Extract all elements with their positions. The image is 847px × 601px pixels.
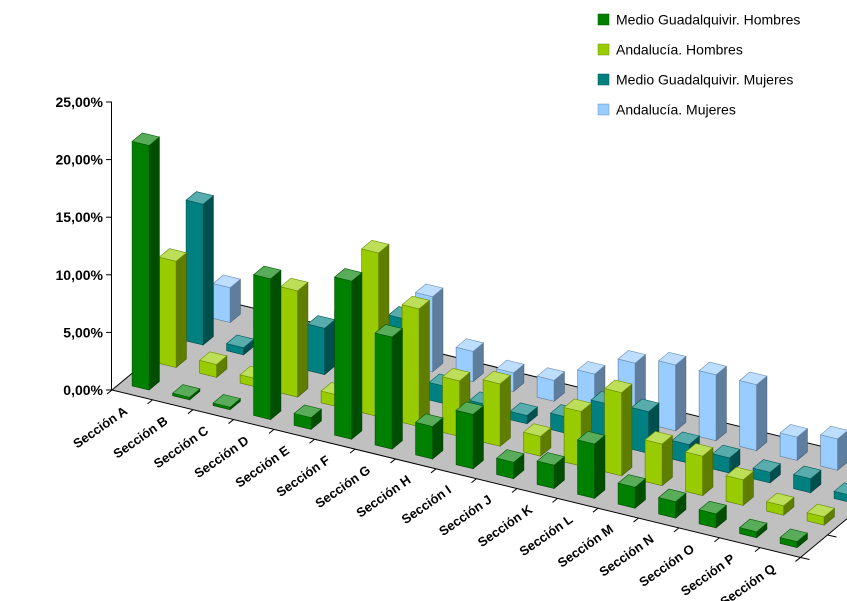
legend-swatch bbox=[597, 103, 610, 116]
bar bbox=[698, 361, 728, 442]
legend-swatch bbox=[597, 13, 610, 26]
bar bbox=[603, 379, 633, 477]
bar bbox=[657, 351, 687, 432]
category-tick bbox=[390, 458, 396, 464]
bar bbox=[765, 492, 795, 516]
y-axis: 0,00% 5,00% 10,00% 15,00% 20,00% 25,00% bbox=[56, 94, 112, 398]
category-tick bbox=[511, 488, 518, 493]
legend-label: Andalucía. Hombres bbox=[616, 42, 743, 58]
bar bbox=[792, 465, 822, 494]
bar bbox=[306, 315, 336, 376]
bar bbox=[522, 423, 552, 457]
bar bbox=[833, 482, 847, 502]
bar bbox=[657, 488, 687, 519]
bar bbox=[495, 449, 525, 480]
depth-tick bbox=[827, 534, 837, 538]
category-tick bbox=[228, 419, 234, 424]
category-tick bbox=[471, 478, 477, 484]
legend: Medio Guadalquivir. Hombres Andalucía. Ho… bbox=[597, 12, 800, 118]
bar bbox=[509, 402, 539, 425]
category-tick bbox=[349, 448, 356, 454]
bar bbox=[212, 394, 242, 411]
category-tick bbox=[187, 409, 194, 415]
bar bbox=[185, 191, 215, 346]
category-tick bbox=[592, 507, 599, 513]
legend-swatch bbox=[597, 43, 610, 56]
y-tick-label: 15,00% bbox=[56, 209, 104, 225]
category-tick bbox=[430, 468, 437, 474]
category-tick bbox=[673, 527, 680, 533]
bar bbox=[617, 474, 647, 509]
bar bbox=[455, 401, 485, 470]
bar bbox=[212, 274, 242, 324]
legend-label: Medio Guadalquivir. Hombres bbox=[616, 12, 800, 28]
category-tick bbox=[309, 438, 315, 444]
bar bbox=[819, 425, 847, 471]
bar bbox=[374, 324, 404, 450]
category-tick bbox=[552, 497, 558, 503]
y-tick-label: 5,00% bbox=[63, 324, 103, 340]
legend-swatch bbox=[597, 73, 610, 86]
bar bbox=[576, 430, 606, 500]
y-tick-label: 0,00% bbox=[63, 382, 103, 398]
category-tick bbox=[147, 399, 153, 405]
category-tick bbox=[268, 429, 275, 434]
legend-label: Andalucía. Mujeres bbox=[616, 102, 736, 118]
bar bbox=[536, 367, 566, 402]
bar bbox=[536, 452, 566, 490]
bar bbox=[198, 351, 228, 379]
bar bbox=[158, 248, 188, 369]
category-tick bbox=[795, 557, 801, 562]
bar bbox=[414, 413, 444, 460]
bar bbox=[279, 277, 309, 398]
bar bbox=[725, 466, 755, 507]
bar bbox=[698, 500, 728, 529]
bar bbox=[779, 528, 809, 549]
bar bbox=[779, 424, 809, 462]
bar bbox=[738, 518, 768, 539]
y-tick-label: 10,00% bbox=[56, 267, 104, 283]
y-tick-label: 25,00% bbox=[56, 94, 104, 110]
bar bbox=[752, 459, 782, 484]
depth-tick bbox=[800, 556, 810, 560]
bar bbox=[482, 370, 512, 447]
bar bbox=[171, 384, 201, 401]
category-tick bbox=[714, 537, 720, 543]
category-tick bbox=[633, 517, 639, 523]
bar bbox=[131, 132, 161, 391]
bar bbox=[644, 430, 674, 487]
category-tick bbox=[754, 547, 761, 552]
bar bbox=[333, 268, 363, 440]
bar bbox=[684, 443, 714, 497]
bar bbox=[738, 371, 768, 452]
bar bbox=[252, 265, 282, 421]
legend-label: Medio Guadalquivir. Mujeres bbox=[616, 72, 793, 88]
bar bbox=[293, 404, 323, 431]
category-tick bbox=[106, 389, 113, 395]
bar bbox=[806, 503, 836, 526]
bars bbox=[131, 132, 847, 549]
bar bbox=[401, 295, 431, 428]
y-tick-label: 20,00% bbox=[56, 152, 104, 168]
